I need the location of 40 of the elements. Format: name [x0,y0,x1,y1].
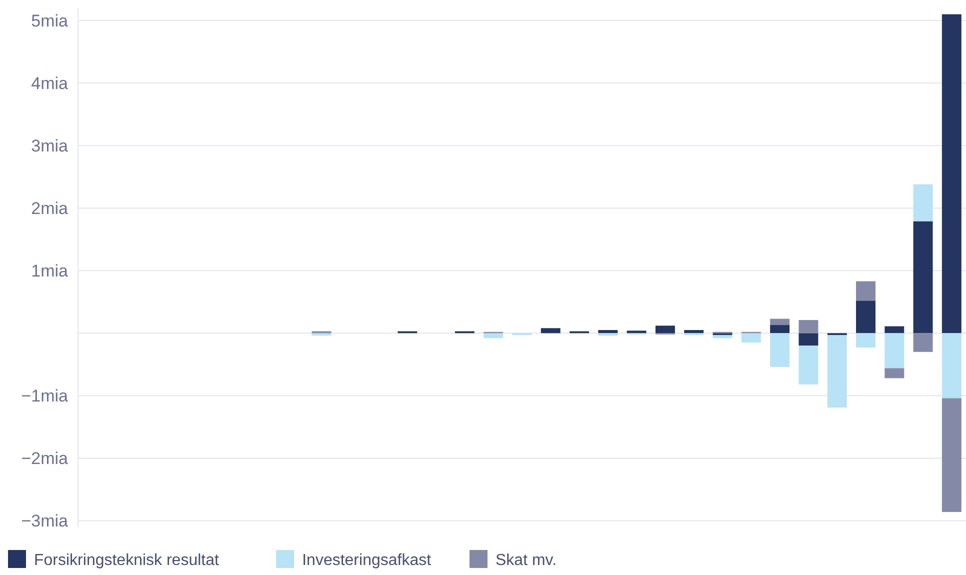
y-tick-label: −3mia [21,512,69,531]
bar [884,333,904,368]
bar [827,335,847,408]
bar [312,333,332,336]
y-tick-label: 4mia [31,74,69,93]
bar [598,333,618,336]
bar [856,333,876,348]
bar [884,326,904,334]
bar [942,398,962,512]
legend-label: Forsikringsteknisk resultat [34,552,220,569]
y-tick-label: 5mia [31,11,69,30]
y-tick-label: 3mia [31,136,69,156]
bar [484,333,504,338]
bar [712,335,732,338]
bar [598,330,618,334]
bar [770,318,790,326]
bar [770,325,790,334]
y-tick-label: −2mia [21,449,69,468]
bar [913,333,933,352]
bar [770,333,790,367]
bar [684,330,704,334]
bar [655,326,675,334]
bar [798,320,818,334]
bar [798,346,818,384]
bar [913,184,933,222]
bar [856,281,876,301]
bar [942,333,962,398]
bar [741,333,761,343]
legend-label: Investeringsafkast [302,552,432,569]
legend-label: Skat mv. [496,552,557,569]
bar [884,368,904,378]
y-tick-label: −1mia [21,386,69,406]
bar [856,300,876,334]
bar [540,328,560,334]
bar [798,333,818,346]
bar [942,14,962,334]
bar [913,221,933,334]
bar [626,330,646,334]
y-tick-label: 2mia [31,199,69,218]
y-tick-label: 1mia [31,262,69,281]
